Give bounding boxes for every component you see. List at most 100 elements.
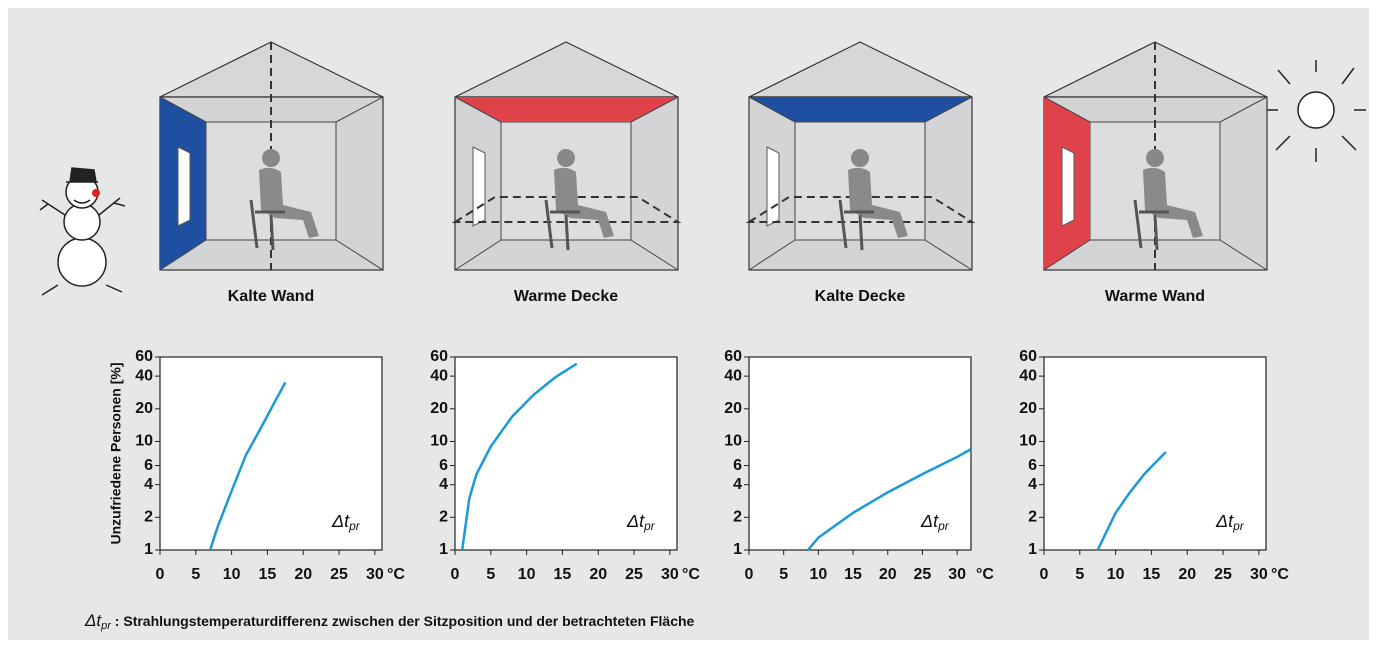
room-label: Kalte Wand — [228, 288, 315, 305]
edge — [454, 239, 502, 271]
y-tick-label: 10 — [1019, 433, 1037, 450]
y-tick-label: 6 — [144, 457, 153, 474]
x-tick-label: 25 — [625, 566, 643, 583]
room-illustration — [1043, 41, 1268, 271]
chair — [249, 199, 285, 251]
y-tick-label: 10 — [724, 433, 742, 450]
annotation-sub: pr — [643, 519, 656, 533]
x-tick-label: 20 — [294, 566, 312, 583]
y-tick-label: 1 — [1028, 541, 1037, 558]
room-illustration — [159, 41, 384, 271]
x-tick-label: 15 — [259, 566, 277, 583]
x-tick-label: 5 — [1075, 566, 1084, 583]
edge — [1219, 239, 1268, 271]
x-tick-label: 30 — [366, 566, 384, 583]
dash — [451, 196, 682, 223]
room-label: Warme Decke — [514, 288, 618, 305]
y-tick-label: 10 — [135, 433, 153, 450]
y-tick-label: 40 — [430, 367, 448, 384]
window — [766, 146, 780, 227]
chair — [838, 199, 874, 251]
window — [472, 146, 486, 227]
x-tick-label: 10 — [1107, 566, 1125, 583]
head — [851, 149, 869, 167]
x-unit: °C — [387, 566, 405, 583]
edge — [1043, 239, 1091, 271]
room-label: Warme Wand — [1105, 288, 1205, 305]
x-tick-label: 5 — [486, 566, 495, 583]
edge — [335, 96, 384, 123]
x-unit: °C — [1271, 566, 1289, 583]
y-tick-label: 6 — [1028, 457, 1037, 474]
dash — [745, 196, 976, 223]
x-tick-label: 5 — [779, 566, 788, 583]
y-tick-label: 6 — [733, 457, 742, 474]
y-tick-label: 40 — [1019, 367, 1037, 384]
room-illustration — [451, 41, 682, 271]
window — [1061, 146, 1075, 227]
x-tick-label: 20 — [1178, 566, 1196, 583]
x-tick-label: 30 — [661, 566, 679, 583]
x-tick-label: 15 — [844, 566, 862, 583]
line — [460, 362, 578, 551]
x-tick-label: 0 — [1040, 566, 1049, 583]
x-tick-label: 25 — [914, 566, 932, 583]
ceiling-panel — [455, 97, 678, 122]
y-tick-label: 20 — [1019, 400, 1037, 417]
line — [1096, 451, 1167, 551]
window — [177, 146, 191, 227]
x-tick-label: 20 — [589, 566, 607, 583]
y-tick-label: 4 — [144, 476, 153, 493]
y-tick-label: 60 — [135, 348, 153, 365]
annotation: Δtpr — [920, 511, 950, 533]
x-tick-label: 0 — [156, 566, 165, 583]
x-tick-label: 10 — [223, 566, 241, 583]
annotation: Δtpr — [1215, 511, 1245, 533]
y-tick-label: 4 — [733, 476, 742, 493]
chair — [1133, 199, 1169, 251]
room-illustration — [745, 41, 976, 271]
y-tick-label: 20 — [430, 400, 448, 417]
edge — [630, 239, 679, 271]
y-tick-label: 1 — [733, 541, 742, 558]
ceiling-panel — [749, 97, 972, 122]
head — [262, 149, 280, 167]
x-tick-label: 10 — [518, 566, 536, 583]
y-tick-label: 4 — [1028, 476, 1037, 493]
footnote-text: : Strahlungstemperaturdifferenz zwischen… — [111, 613, 695, 629]
decoration — [39, 60, 1366, 296]
y-tick-label: 1 — [144, 541, 153, 558]
y-tick-label: 40 — [724, 367, 742, 384]
x-tick-label: 25 — [1214, 566, 1232, 583]
edge — [1043, 96, 1091, 123]
edge — [924, 239, 973, 271]
annotation-sub: pr — [1232, 519, 1245, 533]
line — [807, 448, 972, 551]
head — [557, 149, 575, 167]
plot-area — [159, 356, 383, 551]
room-label: Kalte Decke — [815, 288, 906, 305]
body — [1143, 167, 1203, 238]
x-tick-label: 20 — [879, 566, 897, 583]
annotation-symbol: Δt — [626, 511, 645, 531]
x-tick-label: 10 — [809, 566, 827, 583]
y-tick-label: 1 — [439, 541, 448, 558]
edge — [630, 96, 679, 123]
edge — [748, 239, 796, 271]
x-tick-label: 30 — [948, 566, 966, 583]
annotation: Δtpr — [626, 511, 656, 533]
x-tick-label: 0 — [745, 566, 754, 583]
body — [848, 167, 908, 238]
head — [1146, 149, 1164, 167]
x-unit: °C — [976, 566, 994, 583]
annotation-sub: pr — [937, 519, 950, 533]
x-tick-label: 15 — [554, 566, 572, 583]
annotation: Δtpr — [331, 511, 361, 533]
edge — [159, 96, 207, 123]
y-tick-label: 2 — [439, 509, 448, 526]
edge — [454, 96, 502, 123]
annotation-symbol: Δt — [920, 511, 939, 531]
x-tick-label: 25 — [330, 566, 348, 583]
body — [259, 167, 319, 238]
